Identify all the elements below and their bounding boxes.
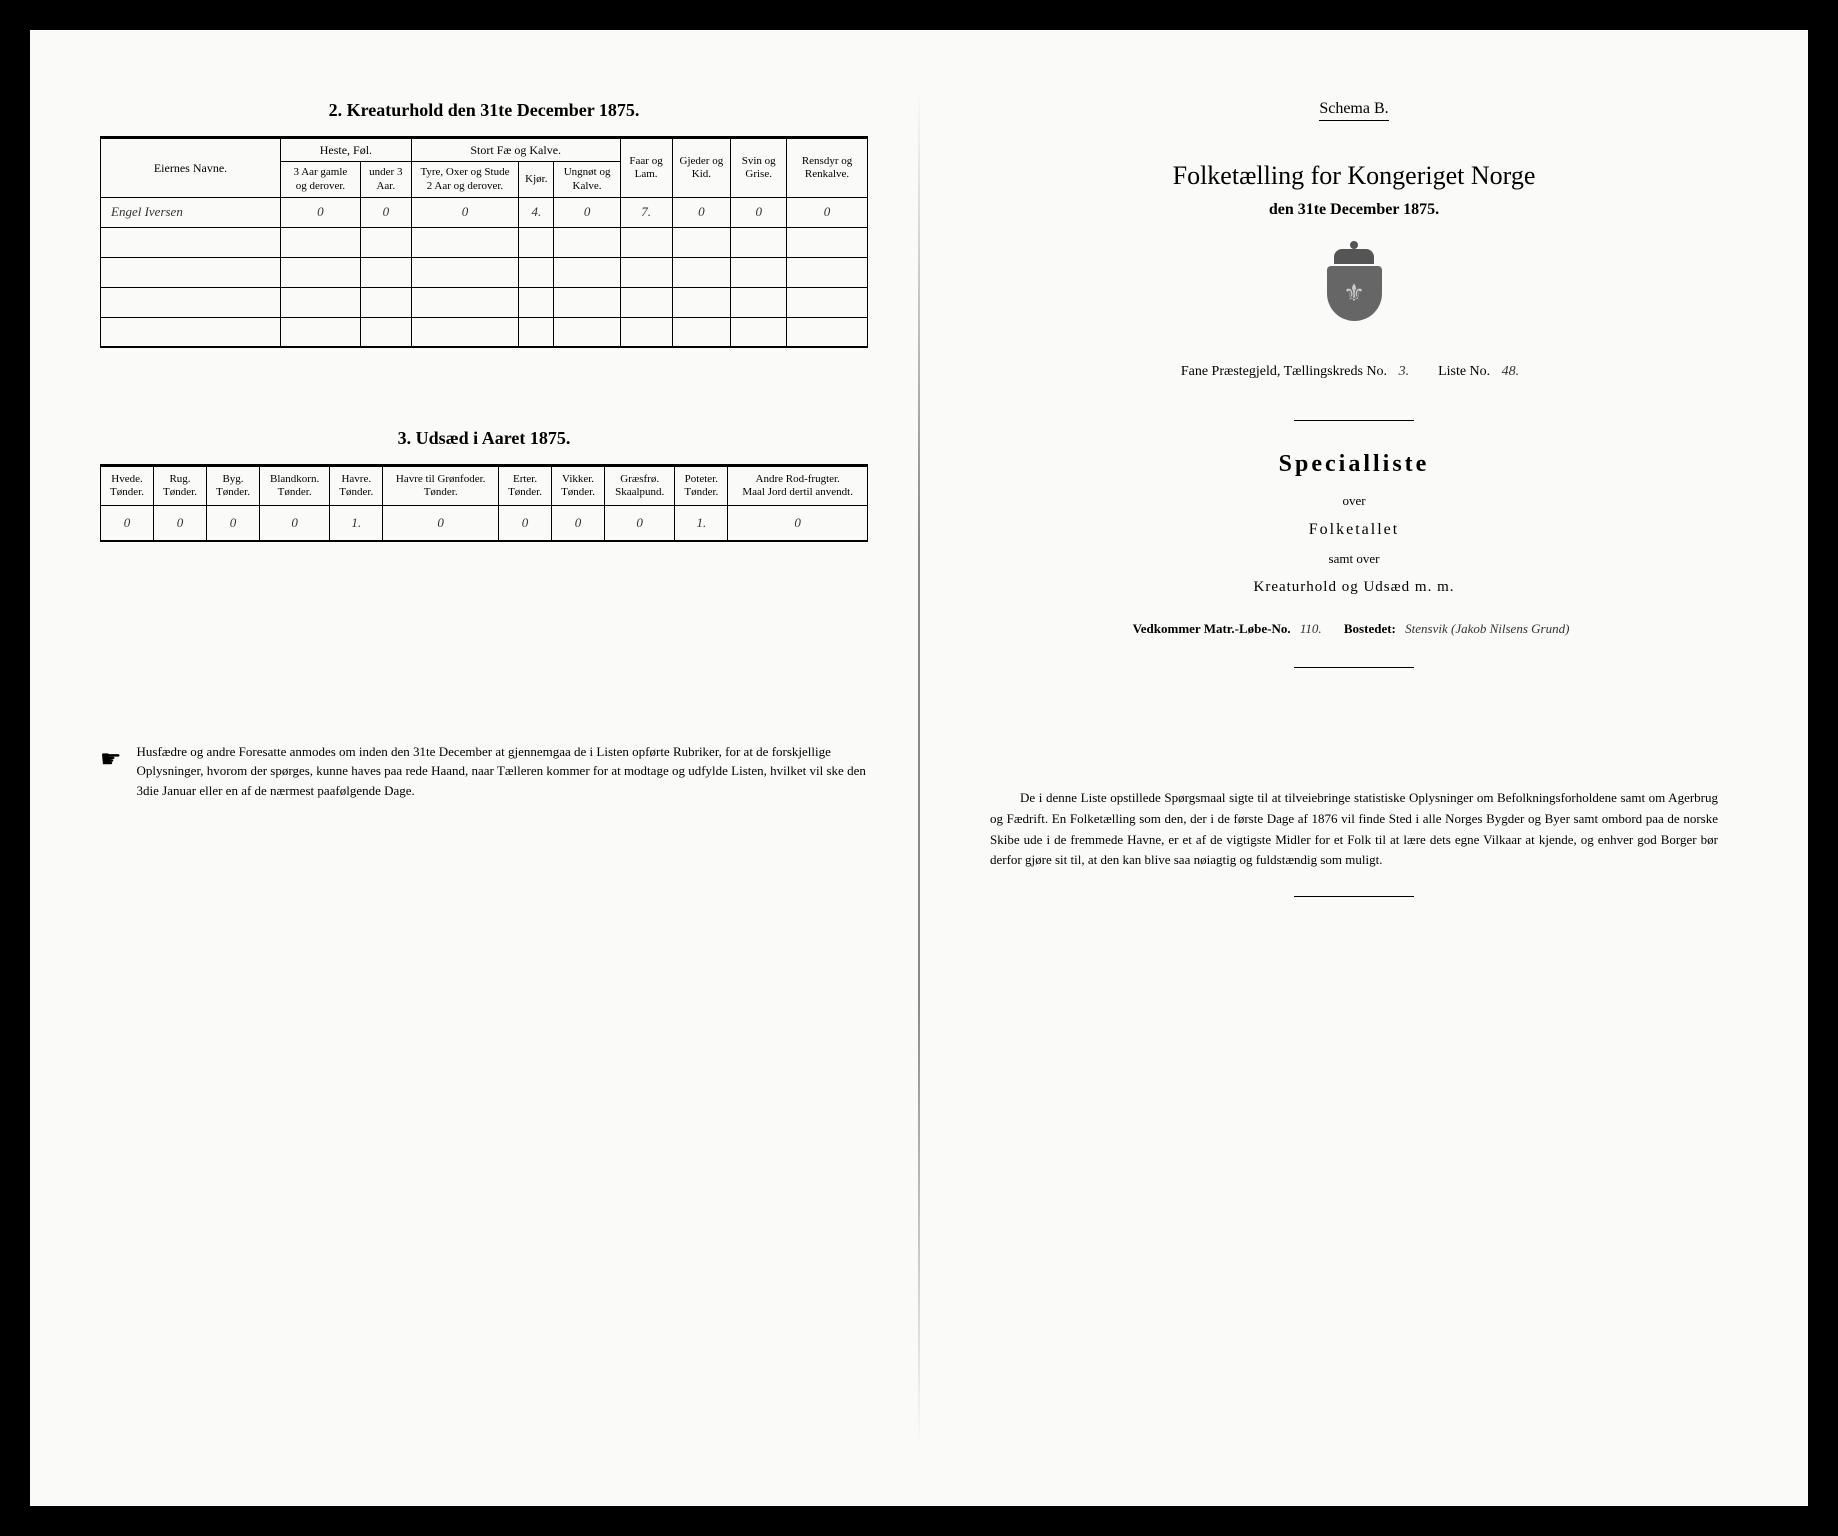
matr-label: Vedkommer Matr.-Løbe-No. [1133,621,1291,636]
divider [1294,896,1414,897]
col-barley: Byg.Tønder. [207,466,260,506]
bosted-label: Bostedet: [1344,621,1396,636]
cell: 0 [552,506,605,541]
cell: 0 [101,506,154,541]
bosted-line: Vedkommer Matr.-Løbe-No. 110. Bostedet: … [970,621,1738,637]
kreatur-label: Kreaturhold og Udsæd m. m. [970,579,1738,596]
section2-title: 2. Kreaturhold den 31te December 1875. [100,100,868,121]
col-cattle-young: Ungnøt og Kalve. [554,162,620,197]
cell: 0 [411,197,518,227]
right-page: Schema B. Folketælling for Kongeriget No… [920,70,1788,1466]
col-horses-young: under 3 Aar. [360,162,411,197]
cell: 0 [672,197,731,227]
left-page: 2. Kreaturhold den 31te December 1875. E… [50,70,918,1466]
col-owner: Eiernes Navne. [101,138,281,198]
col-vetch: Vikker.Tønder. [552,466,605,506]
cell: 0 [360,197,411,227]
cell: 0 [605,506,675,541]
col-potatoes: Poteter.Tønder. [675,466,728,506]
cell: 7. [620,197,672,227]
matr-number: 110. [1294,621,1328,636]
cell: 0 [281,197,361,227]
parish-label: Fane Præstegjeld, Tællingskreds No. [1181,364,1387,379]
liste-number: 48. [1494,364,1528,379]
col-blandkorn: Blandkorn.Tønder. [260,466,330,506]
cell: 0 [260,506,330,541]
bosted-value: Stensvik (Jakob Nilsens Grund) [1399,621,1575,636]
table-row: Engel Iversen 0 0 0 4. 0 7. 0 0 0 [101,197,868,227]
col-oats: Havre.Tønder. [330,466,383,506]
col-wheat: Hvede.Tønder. [101,466,154,506]
table-row-empty [101,287,868,317]
col-rye: Rug.Tønder. [154,466,207,506]
coat-of-arms-icon: ⚜ [970,249,1738,324]
cell: 0 [207,506,260,541]
seed-table: Hvede.Tønder. Rug.Tønder. Byg.Tønder. Bl… [100,464,868,542]
parish-line: Fane Præstegjeld, Tællingskreds No. 3. L… [970,364,1738,380]
folketallet-label: Folketallet [970,521,1738,539]
col-oats-green: Havre til Grønfoder.Tønder. [383,466,499,506]
col-grass: Græsfrø.Skaalpund. [605,466,675,506]
col-cattle-group: Stort Fæ og Kalve. [411,138,620,162]
col-pigs: Svin og Grise. [731,138,787,198]
census-date: den 31te December 1875. [970,201,1738,219]
cell: 0 [499,506,552,541]
specialliste-title: Specialliste [970,451,1738,478]
col-roots: Andre Rod-frugter.Maal Jord dertil anven… [728,466,868,506]
scanned-document: 2. Kreaturhold den 31te December 1875. E… [30,30,1808,1506]
section3-title: 3. Udsæd i Aaret 1875. [100,428,868,449]
col-goats: Gjeder og Kid. [672,138,731,198]
liste-label: Liste No. [1438,364,1490,379]
cell: 0 [554,197,620,227]
left-footer-note: ☛ Husfædre og andre Foresatte anmodes om… [100,742,868,801]
cell: 4. [519,197,554,227]
col-horses-group: Heste, Føl. [281,138,412,162]
cell: 0 [731,197,787,227]
livestock-table: Eiernes Navne. Heste, Føl. Stort Fæ og K… [100,136,868,348]
cell: 0 [154,506,207,541]
cell: 0 [787,197,868,227]
cell: 1. [330,506,383,541]
kreds-number: 3. [1391,364,1418,379]
table-row-empty [101,317,868,347]
samt-over-label: samt over [970,551,1738,567]
right-footer-text: De i denne Liste opstillede Spørgsmaal s… [970,788,1738,871]
schema-label: Schema B. [1319,100,1388,121]
table-row-empty [101,227,868,257]
col-cattle-bulls: Tyre, Oxer og Stude 2 Aar og derover. [411,162,518,197]
col-cattle-cows: Kjør. [519,162,554,197]
divider [1294,420,1414,421]
col-peas: Erter.Tønder. [499,466,552,506]
table-row-empty [101,257,868,287]
cell: 0 [728,506,868,541]
over-label: over [970,493,1738,509]
footer-text: Husfædre og andre Foresatte anmodes om i… [137,742,868,801]
census-main-title: Folketælling for Kongeriget Norge [970,161,1738,191]
owner-name: Engel Iversen [101,197,281,227]
pointing-hand-icon: ☛ [100,742,122,801]
divider [1294,667,1414,668]
table-row: 0 0 0 0 1. 0 0 0 0 1. 0 [101,506,868,541]
col-reindeer: Rensdyr og Renkalve. [787,138,868,198]
cell: 1. [675,506,728,541]
col-horses-old: 3 Aar gamle og derover. [281,162,361,197]
cell: 0 [383,506,499,541]
col-sheep: Faar og Lam. [620,138,672,198]
